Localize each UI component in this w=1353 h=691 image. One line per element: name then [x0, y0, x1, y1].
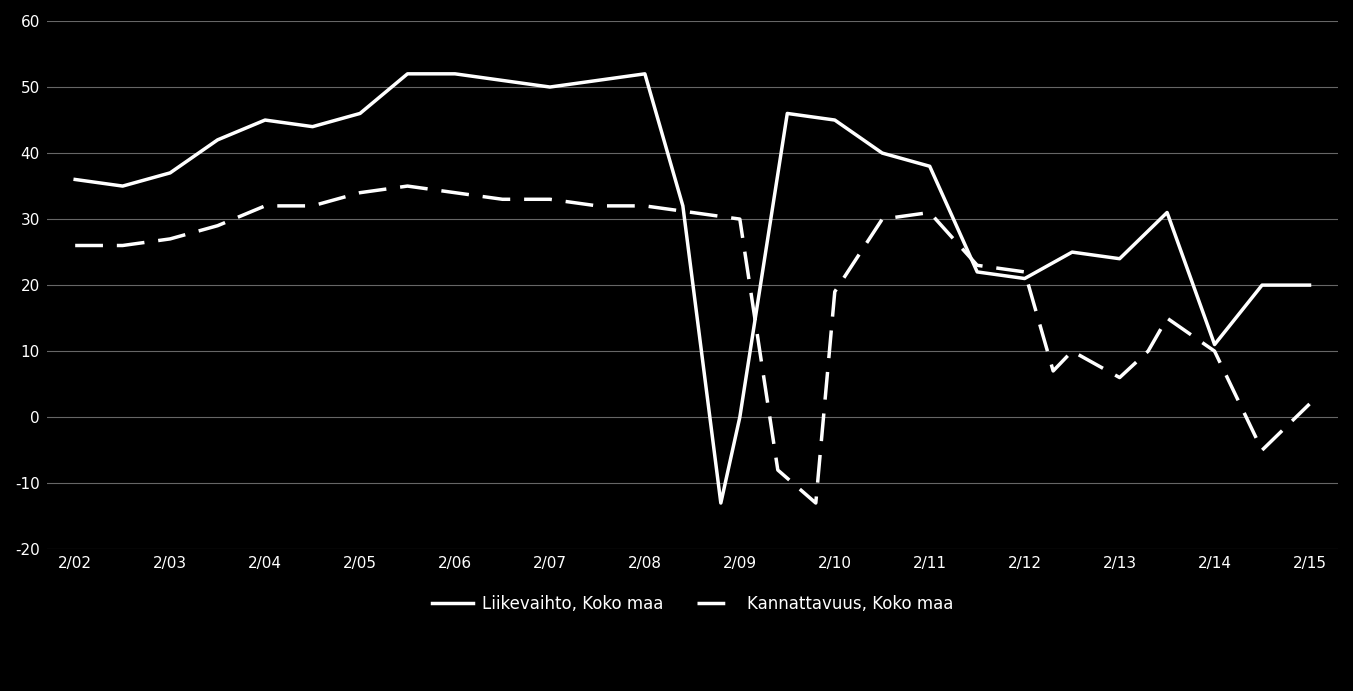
Legend: Liikevaihto, Koko maa, Kannattavuus, Koko maa: Liikevaihto, Koko maa, Kannattavuus, Kok… — [425, 589, 959, 620]
